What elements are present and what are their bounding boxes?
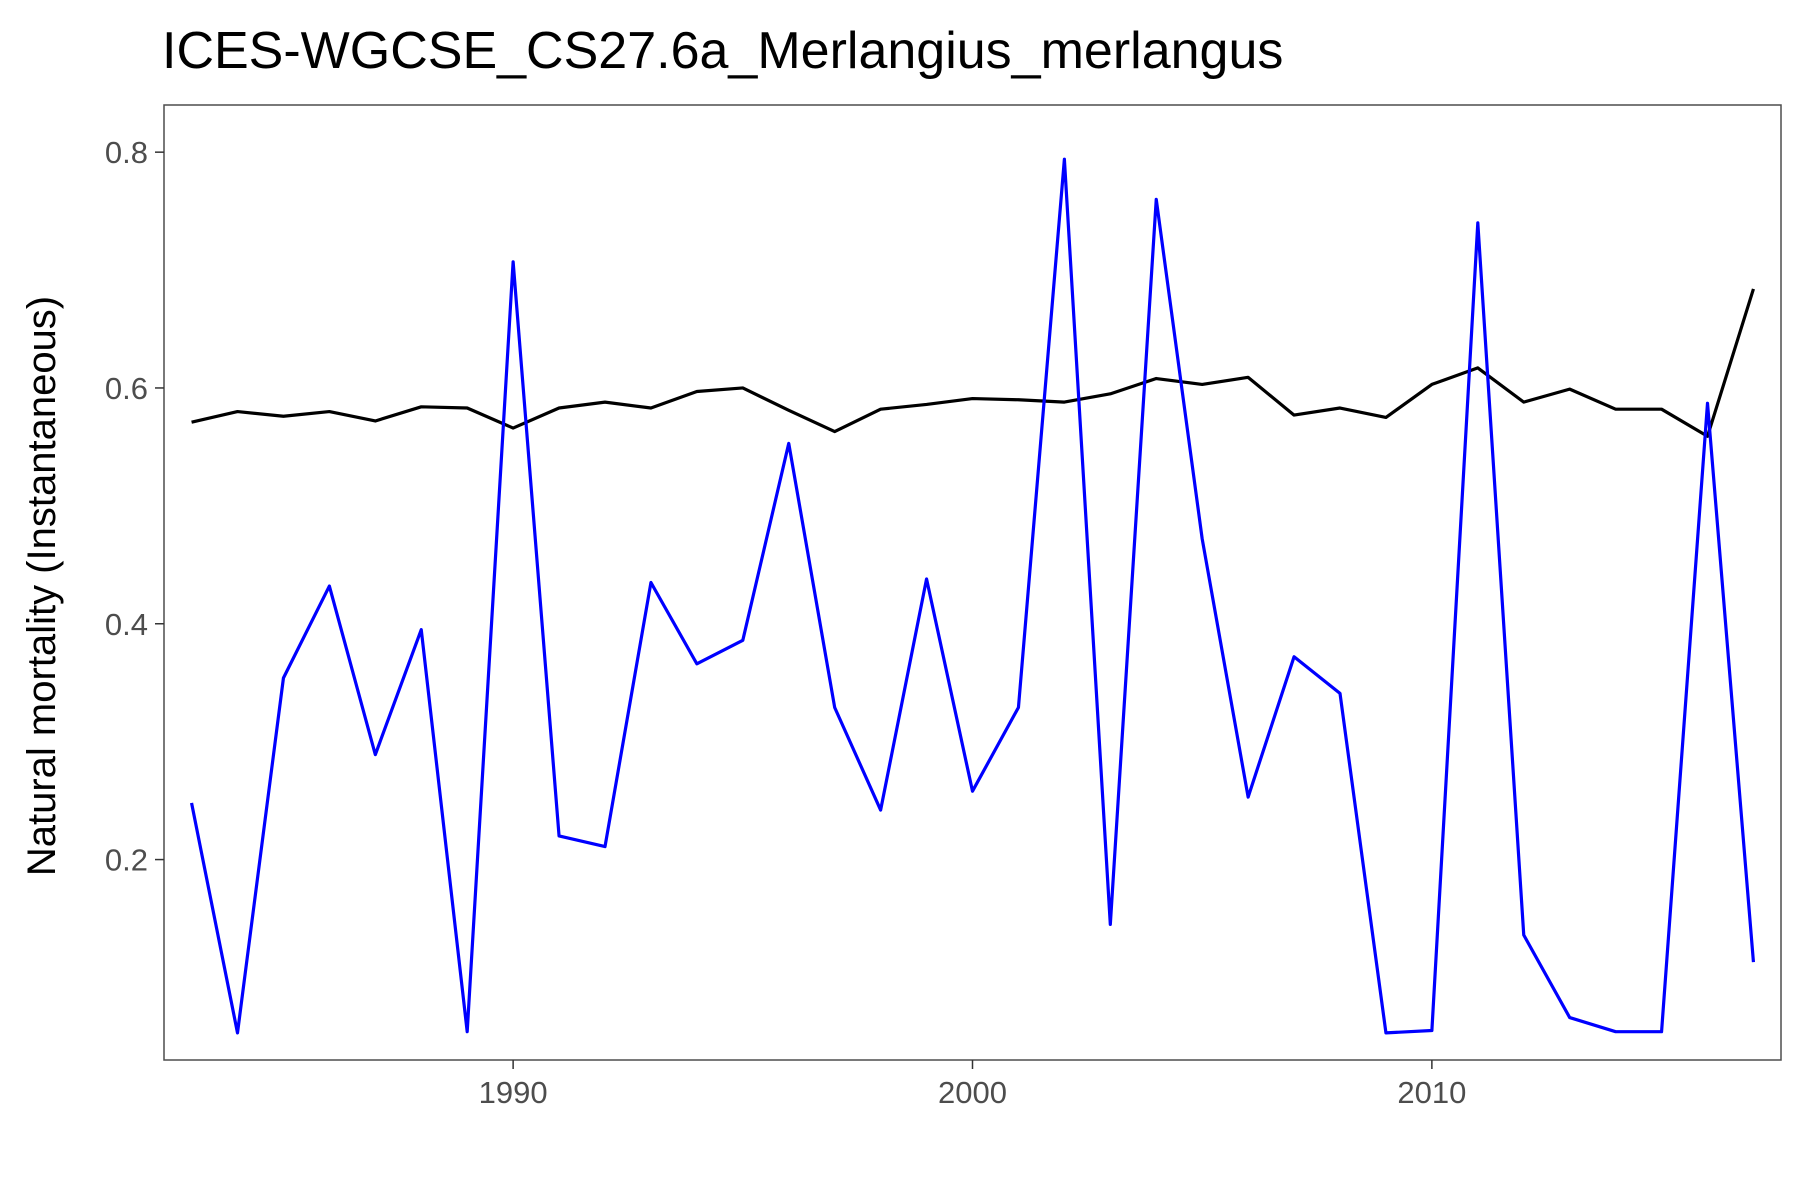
- plot-panel: [163, 104, 1782, 1061]
- y-axis: 0.2 0.4 0.6 0.8: [105, 135, 164, 878]
- x-tick-label: 2000: [938, 1075, 1007, 1110]
- x-tick-label: 2010: [1397, 1075, 1466, 1110]
- y-tick-label: 0.8: [105, 135, 148, 170]
- chart-title: ICES-WGCSE_CS27.6a_Merlangius_merlangus: [162, 22, 1283, 80]
- x-tick-label: 1990: [479, 1075, 548, 1110]
- series-layer: [189, 157, 1756, 1035]
- x-axis: 1990 2000 2010: [479, 1060, 1466, 1110]
- series-line-2: [189, 157, 1756, 1035]
- series-line-1: [191, 288, 1755, 438]
- y-tick-label: 0.6: [105, 371, 148, 406]
- y-tick-label: 0.4: [105, 607, 148, 642]
- y-axis-title: Natural mortality (Instantaneous): [20, 296, 64, 876]
- y-tick-label: 0.2: [105, 843, 148, 878]
